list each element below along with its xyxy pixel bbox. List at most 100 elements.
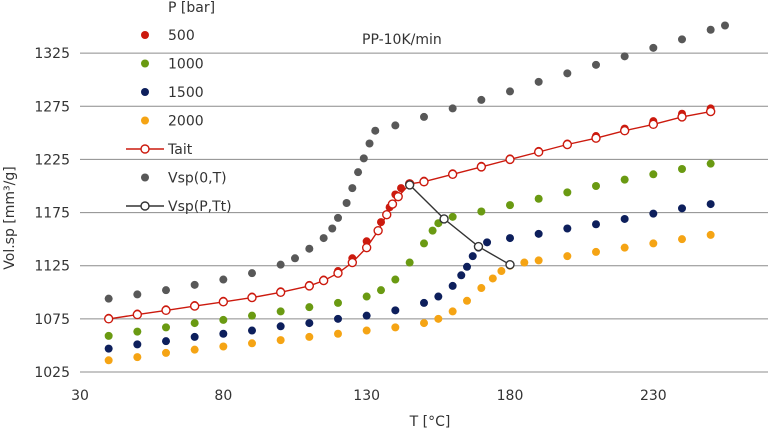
point-vsp-p-tt-0 bbox=[404, 180, 415, 190]
point-1500-8 bbox=[334, 314, 342, 323]
point-1500-5 bbox=[248, 326, 256, 335]
point-1000-14 bbox=[428, 226, 437, 235]
point-2000-14 bbox=[463, 296, 471, 305]
legend-marker-tait bbox=[140, 144, 150, 154]
x-tick-label-130: 130 bbox=[353, 388, 380, 404]
point-2000-11 bbox=[420, 319, 428, 328]
point-1500-20 bbox=[534, 229, 543, 238]
point-2000-24 bbox=[649, 239, 658, 248]
point-2000-10 bbox=[391, 323, 400, 332]
legend-marker-500 bbox=[141, 31, 149, 39]
point-vsp-0-t-1 bbox=[133, 290, 142, 299]
point-2000-5 bbox=[248, 339, 256, 348]
point-1500-0 bbox=[104, 344, 113, 353]
x-tick-label-80: 80 bbox=[214, 388, 232, 404]
point-2000-17 bbox=[497, 267, 506, 276]
point-vsp-0-t-30 bbox=[721, 21, 729, 30]
point-1000-3 bbox=[190, 319, 199, 328]
point-2000-25 bbox=[678, 235, 686, 244]
point-2000-9 bbox=[362, 326, 371, 335]
point-1000-5 bbox=[248, 311, 256, 320]
point-1500-4 bbox=[219, 329, 228, 338]
point-1500-3 bbox=[190, 332, 199, 341]
point-1000-9 bbox=[362, 292, 371, 301]
point-1000-12 bbox=[405, 258, 414, 267]
point-2000-21 bbox=[563, 252, 572, 261]
line-vsp-p-tt bbox=[409, 184, 511, 266]
point-2000-4 bbox=[219, 342, 228, 351]
point-1500-7 bbox=[305, 319, 314, 328]
point-1000-10 bbox=[377, 286, 385, 295]
point-vsp-0-t-24 bbox=[563, 69, 572, 78]
point-tait-26 bbox=[677, 112, 687, 122]
point-1500-24 bbox=[649, 209, 658, 218]
legend-marker-2000 bbox=[141, 116, 149, 125]
legend: P [bar] 500 1000 1500 2000 Tait Vsp(0,T) Vsp(P,… bbox=[126, 0, 232, 215]
point-1500-23 bbox=[620, 214, 629, 223]
point-vsp-0-t-5 bbox=[248, 269, 256, 278]
point-tait-3 bbox=[189, 301, 200, 311]
point-vsp-0-t-2 bbox=[162, 286, 170, 295]
point-tait-12 bbox=[373, 225, 383, 236]
point-tait-6 bbox=[275, 287, 286, 297]
point-1500-21 bbox=[563, 224, 572, 233]
axes: 1025 1075 1125 1175 1225 1275 1325 30 80 130 180 23… bbox=[34, 46, 768, 404]
point-1000-18 bbox=[477, 207, 486, 216]
point-vsp-p-tt-3 bbox=[505, 259, 515, 270]
point-tait-11 bbox=[361, 242, 372, 253]
point-1000-20 bbox=[534, 194, 543, 203]
point-vsp-0-t-28 bbox=[678, 35, 686, 44]
y-tick-label-1175: 1175 bbox=[34, 206, 70, 222]
series-vsp-p-tt bbox=[404, 180, 515, 270]
point-2000-2 bbox=[162, 348, 170, 357]
legend-label-1500: 1500 bbox=[168, 85, 204, 101]
chart-annotation: PP-10K/min bbox=[362, 32, 442, 48]
point-1500-11 bbox=[420, 298, 428, 307]
point-vsp-0-t-3 bbox=[190, 280, 199, 289]
point-1000-0 bbox=[104, 331, 113, 340]
point-vsp-0-t-19 bbox=[420, 112, 428, 121]
point-tait-15 bbox=[393, 191, 403, 202]
point-2000-8 bbox=[334, 329, 342, 338]
point-vsp-0-t-29 bbox=[706, 25, 715, 34]
point-vsp-0-t-16 bbox=[365, 139, 374, 148]
point-2000-20 bbox=[534, 256, 543, 265]
point-500-11 bbox=[362, 237, 371, 246]
point-2000-13 bbox=[448, 307, 457, 316]
point-tait-27 bbox=[705, 106, 716, 117]
point-tait-21 bbox=[533, 147, 544, 157]
point-tait-14 bbox=[387, 199, 398, 209]
point-vsp-0-t-20 bbox=[448, 104, 457, 113]
point-1500-16 bbox=[468, 252, 477, 261]
x-axis-title: T [°C] bbox=[409, 414, 451, 430]
point-1000-4 bbox=[219, 315, 228, 324]
point-2000-0 bbox=[104, 356, 113, 365]
point-1500-26 bbox=[706, 200, 715, 209]
point-1000-1 bbox=[133, 327, 142, 336]
y-tick-label-1025: 1025 bbox=[34, 365, 70, 381]
point-tait-2 bbox=[161, 305, 171, 316]
point-1500-10 bbox=[391, 306, 400, 315]
y-tick-label-1075: 1075 bbox=[34, 312, 70, 328]
point-1000-6 bbox=[276, 307, 285, 316]
point-tait-8 bbox=[318, 275, 329, 286]
point-2000-1 bbox=[133, 353, 142, 362]
point-1500-19 bbox=[506, 234, 514, 243]
point-tait-0 bbox=[103, 314, 114, 324]
x-tick-label-30: 30 bbox=[71, 388, 89, 404]
point-tait-1 bbox=[132, 309, 143, 320]
legend-label-500: 500 bbox=[168, 28, 195, 44]
point-2000-15 bbox=[477, 284, 486, 293]
point-1500-25 bbox=[678, 204, 686, 213]
point-1000-2 bbox=[162, 323, 170, 332]
legend-label-tait: Tait bbox=[167, 142, 193, 158]
point-vsp-p-tt-1 bbox=[439, 214, 449, 224]
series-tait bbox=[103, 106, 716, 324]
point-2000-22 bbox=[592, 247, 600, 256]
point-vsp-0-t-6 bbox=[276, 260, 285, 269]
point-vsp-0-t-25 bbox=[592, 60, 600, 69]
point-1000-19 bbox=[506, 201, 514, 210]
point-tait-25 bbox=[648, 119, 659, 130]
series-vsp-0-t bbox=[104, 21, 729, 303]
point-tait-7 bbox=[304, 281, 315, 291]
